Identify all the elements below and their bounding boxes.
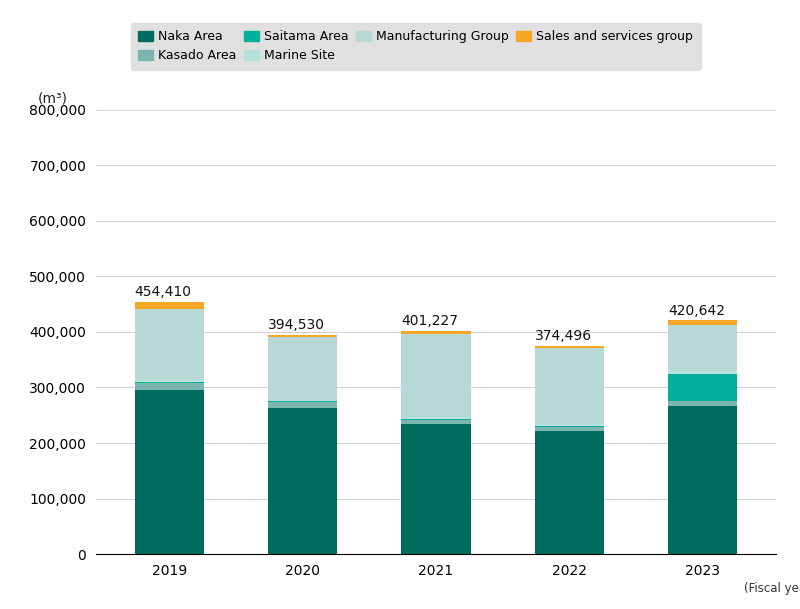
- Bar: [268, 335, 338, 337]
- Bar: [134, 382, 204, 383]
- Bar: [268, 337, 338, 400]
- Bar: [534, 426, 604, 427]
- Bar: [534, 348, 604, 424]
- Bar: [668, 401, 738, 406]
- Text: (m³): (m³): [38, 91, 68, 105]
- Bar: [402, 334, 470, 417]
- Bar: [668, 406, 738, 554]
- Bar: [668, 320, 738, 325]
- Bar: [402, 420, 470, 424]
- Bar: [402, 417, 470, 418]
- Bar: [268, 403, 338, 408]
- Bar: [268, 408, 338, 554]
- Text: 454,410: 454,410: [134, 285, 192, 299]
- Text: 401,227: 401,227: [402, 314, 458, 328]
- Bar: [134, 379, 204, 382]
- Bar: [134, 390, 204, 554]
- Bar: [668, 370, 738, 373]
- Bar: [534, 424, 604, 426]
- Text: 374,496: 374,496: [534, 329, 592, 343]
- Bar: [402, 331, 470, 334]
- Bar: [134, 309, 204, 379]
- Bar: [668, 373, 738, 401]
- Legend: Naka Area, Kasado Area, Saitama Area, Marine Site, Manufacturing Group, Sales an: Naka Area, Kasado Area, Saitama Area, Ma…: [130, 23, 701, 70]
- Text: 420,642: 420,642: [668, 304, 725, 318]
- Bar: [402, 424, 470, 554]
- Text: (Fiscal year): (Fiscal year): [744, 582, 800, 595]
- Bar: [268, 400, 338, 401]
- Bar: [668, 325, 738, 370]
- Bar: [534, 346, 604, 348]
- Bar: [134, 383, 204, 390]
- Text: 394,530: 394,530: [268, 318, 325, 332]
- Bar: [402, 418, 470, 420]
- Bar: [534, 427, 604, 431]
- Bar: [268, 401, 338, 403]
- Bar: [534, 431, 604, 554]
- Bar: [134, 301, 204, 309]
